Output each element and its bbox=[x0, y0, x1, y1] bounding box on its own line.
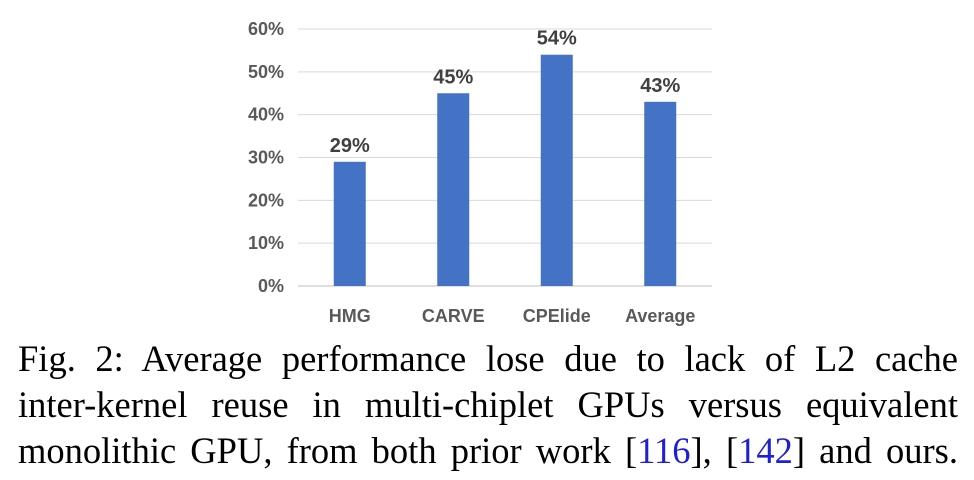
y-tick-label: 10% bbox=[248, 233, 284, 253]
data-label-carve: 45% bbox=[433, 66, 473, 88]
data-label-hmg: 29% bbox=[330, 135, 370, 157]
y-tick-label: 30% bbox=[248, 148, 284, 168]
category-label-carve: CARVE bbox=[422, 306, 485, 326]
category-labels: HMG CARVE CPElide Average bbox=[329, 306, 696, 326]
y-tick-label: 60% bbox=[248, 19, 284, 39]
caption-line-3: monolithic GPU, from both prior work [11… bbox=[18, 428, 958, 474]
bar-cpelide bbox=[540, 54, 573, 287]
y-axis-ticks: 0% 10% 20% 30% 40% 50% 60% bbox=[248, 19, 284, 296]
caption-line-3-text-a: monolithic GPU, from both prior work [ bbox=[18, 430, 638, 471]
caption-line-3-text-b: ], [ bbox=[690, 430, 739, 471]
gridlines bbox=[298, 28, 712, 287]
caption-line-1: Fig. 2: Average performance lose due to … bbox=[18, 338, 958, 379]
category-label-cpelide: CPElide bbox=[523, 306, 591, 326]
bar-carve bbox=[437, 93, 470, 286]
bar-average bbox=[644, 101, 677, 286]
y-tick-label: 0% bbox=[258, 276, 284, 296]
y-tick-label: 20% bbox=[248, 190, 284, 210]
category-label-hmg: HMG bbox=[329, 306, 371, 326]
category-label-average: Average bbox=[625, 306, 695, 326]
figure-caption: Fig. 2: Average performance lose due to … bbox=[18, 336, 958, 474]
reference-link-142[interactable]: 142 bbox=[738, 430, 793, 471]
bar-chart: 0% 10% 20% 30% 40% 50% 60% 29% 45% 54% 43% HMG CAR… bbox=[248, 19, 712, 326]
reference-link-116[interactable]: 116 bbox=[637, 430, 691, 471]
caption-line-2: inter-kernel reuse in multi-chiplet GPUs… bbox=[18, 384, 958, 425]
data-labels: 29% 45% 54% 43% bbox=[330, 28, 681, 157]
y-tick-label: 50% bbox=[248, 62, 284, 82]
bars bbox=[333, 54, 677, 287]
y-tick-label: 40% bbox=[248, 105, 284, 125]
bar-hmg bbox=[333, 161, 366, 286]
data-label-cpelide: 54% bbox=[537, 28, 577, 50]
data-label-average: 43% bbox=[640, 75, 680, 97]
caption-line-3-text-c: ] and ours. bbox=[792, 430, 959, 471]
